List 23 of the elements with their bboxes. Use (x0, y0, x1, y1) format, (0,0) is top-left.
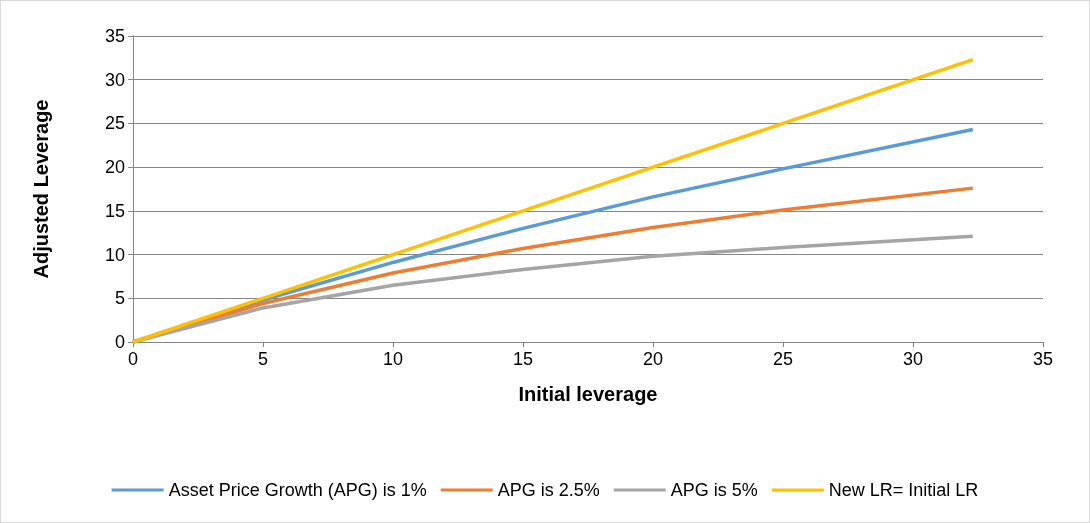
y-tick-label: 25 (104, 113, 125, 134)
x-tick-label: 5 (257, 349, 269, 369)
line-series (131, 57, 975, 344)
x-tick-label: 0 (127, 349, 139, 369)
x-axis-title: Initial leverage (518, 383, 658, 405)
y-tick-label: 30 (104, 69, 125, 90)
x-tick-label: 10 (382, 349, 404, 369)
legend-label: APG is 5% (670, 480, 758, 500)
legend-label: Asset Price Growth (APG) is 1% (168, 480, 427, 500)
x-tick-label: 35 (1032, 349, 1054, 369)
y-tick-label: 10 (104, 244, 125, 265)
x-tick-label: 20 (642, 349, 664, 369)
legend-label: APG is 2.5% (497, 480, 600, 500)
y-tick-label: 35 (104, 26, 125, 46)
legend-label: New LR= Initial LR (828, 480, 979, 500)
y-tick-label: 0 (114, 332, 125, 352)
x-tick-label: 30 (902, 349, 924, 369)
y-tick-label: 5 (114, 288, 125, 309)
x-tick-label: 25 (772, 349, 794, 369)
y-tick-label: 15 (104, 200, 125, 221)
y-axis-title: Adjusted Leverage (30, 99, 52, 279)
x-tick-label: 15 (512, 349, 534, 369)
y-tick-label: 20 (104, 157, 125, 178)
